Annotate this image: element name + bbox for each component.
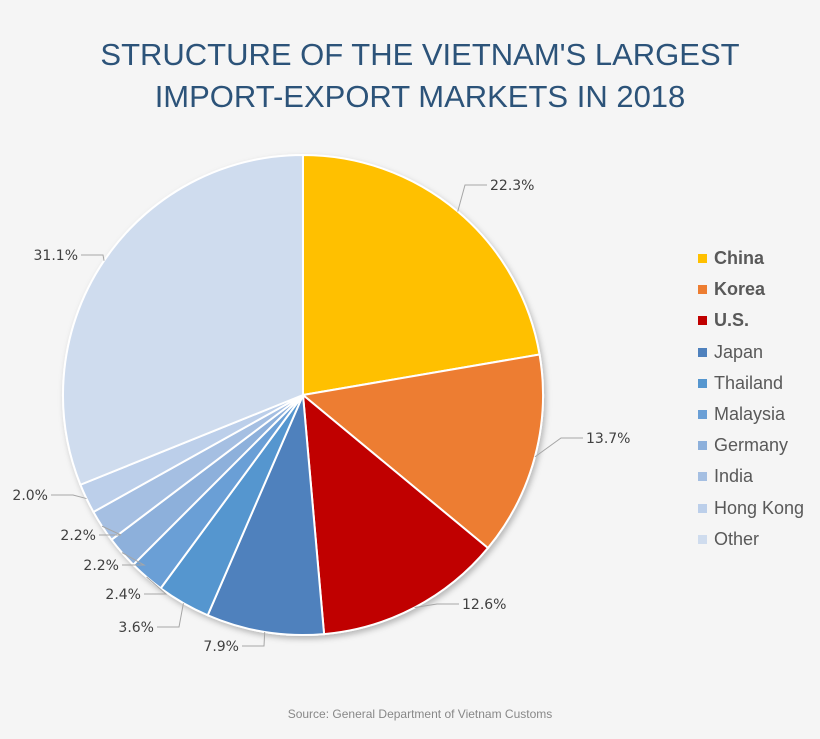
legend-swatch bbox=[698, 534, 707, 544]
data-label: 2.0% bbox=[12, 488, 48, 504]
pie-slice-other bbox=[62, 153, 304, 487]
data-label: 2.2% bbox=[60, 528, 96, 544]
legend-item-india: India bbox=[698, 461, 804, 492]
legend-swatch bbox=[698, 472, 707, 482]
legend-label: Thailand bbox=[714, 372, 784, 393]
legend-item-germany: Germany bbox=[698, 430, 804, 461]
legend: China Korea U.S. Japan Thailand Malaysia Germa… bbox=[698, 243, 804, 555]
leader-line bbox=[121, 552, 146, 566]
pie-slice-japan bbox=[206, 394, 326, 636]
data-label: 13.7% bbox=[586, 431, 630, 447]
leader-line bbox=[99, 525, 122, 536]
pie-slice-u-s bbox=[301, 392, 490, 636]
pie-data-labels: 22.3% 13.7% 12.6% 7.9% 3.6% 2.4% 2.2% 2.2% 2.0% 3… bbox=[12, 178, 630, 655]
legend-item-thailand: Thailand bbox=[698, 368, 804, 399]
leader-line bbox=[81, 254, 105, 261]
legend-item-malaysia: Malaysia bbox=[698, 399, 804, 430]
chart-title-line-2: IMPORT-EXPORT MARKETS IN 2018 bbox=[154, 79, 686, 114]
leader-line bbox=[242, 631, 266, 647]
legend-swatch bbox=[698, 503, 707, 513]
data-label: 2.4% bbox=[105, 587, 141, 603]
legend-swatch bbox=[698, 378, 707, 388]
legend-label: India bbox=[714, 466, 754, 487]
legend-label: Other bbox=[714, 528, 760, 549]
legend-label: Korea bbox=[714, 279, 766, 300]
legend-swatch bbox=[698, 254, 707, 264]
legend-item-japan: Japan bbox=[698, 337, 804, 368]
leader-line bbox=[414, 603, 459, 608]
chart-title: STRUCTURE OF THE VIETNAM'S LARGEST IMPOR… bbox=[0, 34, 820, 118]
legend-item-korea: Korea bbox=[698, 274, 804, 305]
data-label: 7.9% bbox=[203, 639, 239, 655]
legend-swatch bbox=[698, 441, 707, 451]
legend-swatch bbox=[698, 285, 707, 295]
legend-label: Malaysia bbox=[714, 404, 786, 425]
pie-slice-china bbox=[302, 153, 541, 397]
leader-line bbox=[457, 184, 487, 212]
data-label: 31.1% bbox=[34, 248, 78, 264]
data-label: 12.6% bbox=[462, 597, 506, 613]
legend-item-other: Other bbox=[698, 524, 804, 555]
legend-label: Germany bbox=[714, 435, 789, 456]
data-label: 22.3% bbox=[490, 178, 534, 194]
legend-swatch bbox=[698, 347, 707, 357]
legend-label: U.S. bbox=[714, 310, 750, 331]
leader-line bbox=[157, 603, 184, 628]
legend-label: Hong Kong bbox=[714, 497, 805, 518]
pie-slice-korea bbox=[300, 353, 544, 550]
source-note: Source: General Department of Vietnam Cu… bbox=[287, 707, 553, 721]
legend-swatch bbox=[698, 410, 707, 420]
legend-item-hong-kong: Hong Kong bbox=[698, 493, 804, 524]
leader-line bbox=[144, 576, 168, 595]
legend-label: Japan bbox=[714, 341, 764, 362]
leader-line bbox=[51, 494, 87, 500]
legend-item-u-s: U.S. bbox=[698, 305, 804, 336]
legend-label: China bbox=[714, 248, 765, 269]
legend-swatch bbox=[698, 316, 707, 326]
chart-title-line-1: STRUCTURE OF THE VIETNAM'S LARGEST bbox=[100, 37, 740, 72]
leader-line bbox=[534, 437, 583, 458]
legend-item-china: China bbox=[698, 243, 804, 274]
pie-slices bbox=[62, 153, 544, 636]
data-label: 3.6% bbox=[118, 620, 154, 636]
data-label: 2.2% bbox=[83, 558, 119, 574]
